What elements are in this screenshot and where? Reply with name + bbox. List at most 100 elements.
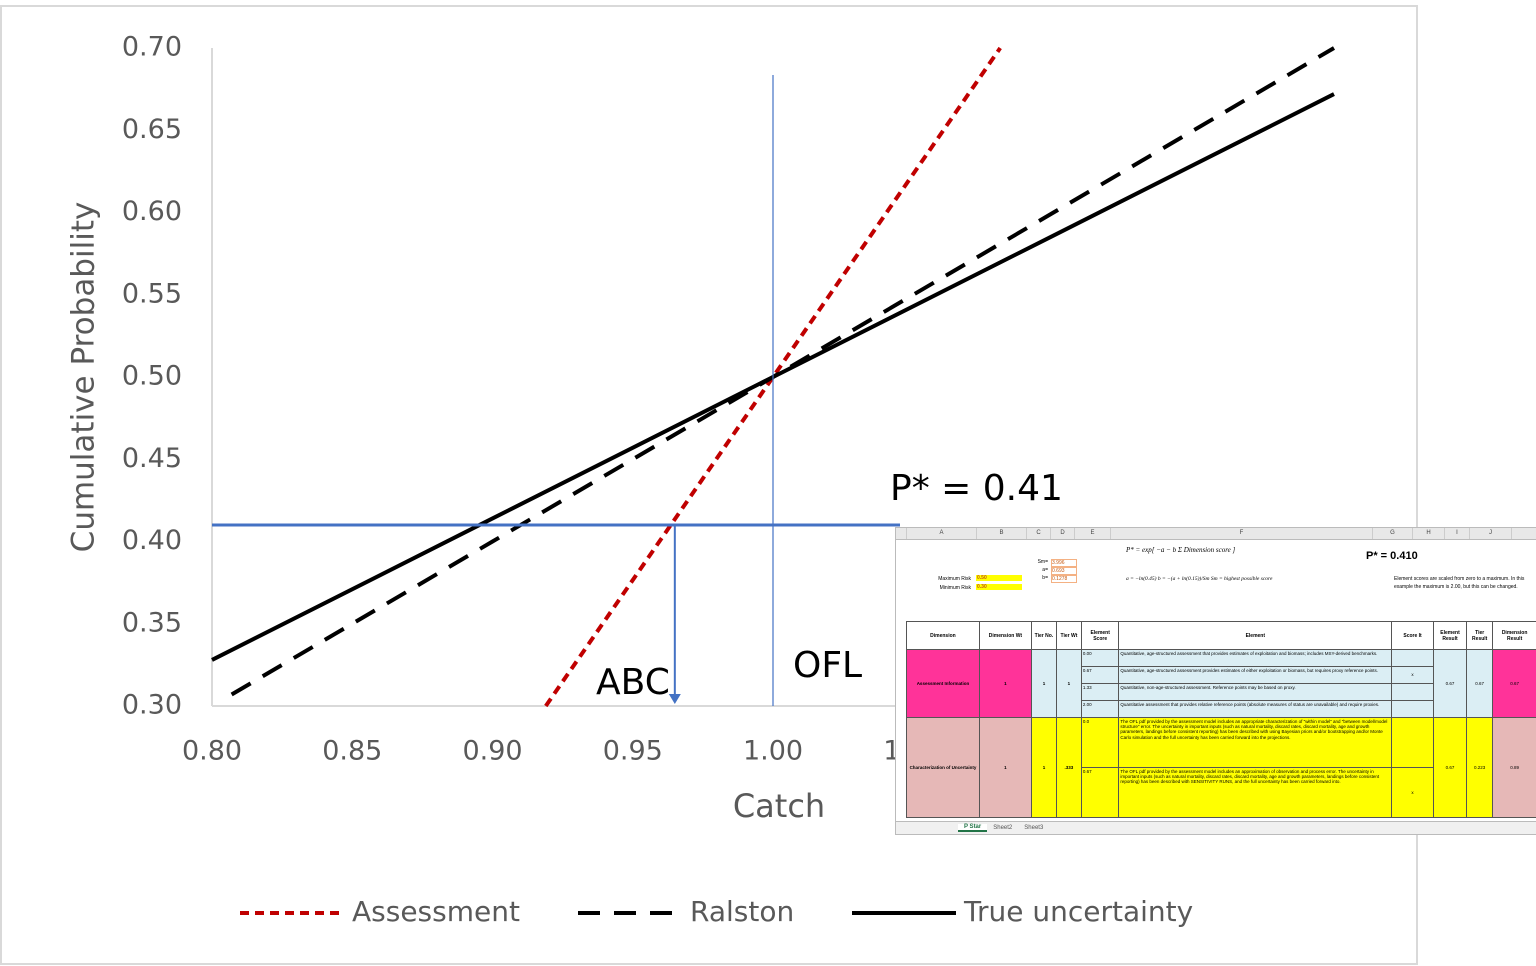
column-letter: E	[1075, 528, 1111, 539]
page: Cumulative Probability Catch 0.30 0.35 0.4…	[0, 0, 1536, 966]
score-it: x	[1392, 667, 1434, 684]
column-letter: I	[1445, 528, 1470, 539]
sheet-tab[interactable]: P Star	[958, 824, 987, 832]
dimension-weight: 1	[979, 718, 1031, 818]
annotation: ABC	[596, 662, 670, 703]
dimension-result: 0.67	[1493, 650, 1536, 718]
column-letter: B	[977, 528, 1027, 539]
formula: P* = exp[ −a − b Σ Dimension score ]	[1126, 546, 1235, 554]
header-cell: Tier No.	[1031, 622, 1056, 650]
legend-label: Ralston	[690, 895, 794, 928]
header-cell: Score It	[1392, 622, 1434, 650]
y-tick-label: 0.35	[122, 607, 182, 638]
tier-weight: 1	[1056, 650, 1081, 718]
sheet-tab[interactable]: Sheet3	[1018, 825, 1049, 831]
x-tick-label: 0.95	[603, 736, 663, 767]
annotation: P* = 0.41	[890, 468, 1063, 509]
element-score: 0.0	[1081, 718, 1118, 768]
param-label: Maximum Risk	[916, 576, 971, 582]
sheet-top: P* = exp[ −a − b Σ Dimension score ] P* =…	[896, 540, 1536, 621]
coef-label: a=	[1026, 567, 1048, 573]
tier-result: 0.67	[1467, 650, 1493, 718]
y-tick-label: 0.60	[122, 196, 182, 227]
y-tick-label: 0.30	[122, 690, 182, 721]
coef-value: 3.996	[1051, 559, 1077, 567]
score-it	[1392, 701, 1434, 718]
element-score: 1.33	[1081, 684, 1118, 701]
column-letter: A	[907, 528, 977, 539]
y-tick-label: 0.45	[122, 443, 182, 474]
p-star-result: P* = 0.410	[1366, 550, 1418, 562]
param-label: Minimum Risk	[916, 585, 971, 591]
param-value: 0.50	[976, 575, 1022, 581]
sheet-tab[interactable]: Sheet2	[987, 825, 1018, 831]
x-tick-label: 0.80	[182, 736, 242, 767]
note: Element scores are scaled from zero to a…	[1394, 575, 1534, 591]
coef-label: b=	[1026, 575, 1048, 581]
element-score: 0.67	[1081, 667, 1118, 684]
column-letter: D	[1051, 528, 1075, 539]
column-letter: J	[1470, 528, 1512, 539]
header-cell: Element	[1119, 622, 1392, 650]
header-cell: Element Result	[1433, 622, 1466, 650]
element-score: 0.67	[1081, 768, 1118, 818]
coef-value: 0.693	[1051, 567, 1077, 575]
header-cell: Tier Wt	[1056, 622, 1081, 650]
y-axis-title: Cumulative Probability	[66, 202, 102, 553]
element-result: 0.67	[1433, 718, 1466, 818]
column-letter: G	[1373, 528, 1413, 539]
equations: a = −ln(0.45) b = −(a + ln(0.15))/Sm Sm …	[1126, 576, 1272, 582]
element-text: Quantitative, non-age-structured assessm…	[1119, 684, 1392, 701]
tier-result: 0.223	[1467, 718, 1493, 818]
param-value: 0.30	[976, 584, 1022, 590]
element-text: Quantitative, age-structured assessment …	[1119, 650, 1392, 667]
header-cell: Dimension Result	[1493, 622, 1536, 650]
score-it: x	[1392, 768, 1434, 818]
x-tick-label: 0.85	[322, 736, 382, 767]
coef-value: 0.1278	[1051, 575, 1077, 583]
header-cell: Tier Result	[1467, 622, 1493, 650]
score-it	[1392, 684, 1434, 701]
y-tick-label: 0.55	[122, 278, 182, 309]
coef-label: Sm=	[1026, 559, 1048, 565]
score-it	[1392, 718, 1434, 768]
element-text: Quantitative, age-structured assessment …	[1119, 667, 1392, 684]
dimension-cell: Characterization of Uncertainty	[907, 718, 980, 818]
annotation: OFL	[793, 645, 862, 686]
header-cell: Dimension	[907, 622, 980, 650]
legend-label: True uncertainty	[963, 895, 1193, 928]
dimension-cell: Assessment Information	[907, 650, 980, 718]
element-result: 0.67	[1433, 650, 1466, 718]
dimension-result: 0.89	[1493, 718, 1536, 818]
x-axis-title: Catch	[733, 787, 825, 825]
element-text: Quantitative assessment that provides re…	[1119, 701, 1392, 718]
score-it	[1392, 650, 1434, 667]
x-tick-label: 0.90	[462, 736, 522, 767]
header-cell: Dimension Wt	[979, 622, 1031, 650]
column-letter: C	[1027, 528, 1051, 539]
row-number-header	[896, 528, 907, 539]
element-text: The OFL pdf provided by the assessment m…	[1119, 718, 1392, 768]
column-letter: F	[1111, 528, 1373, 539]
dimension-weight: 1	[979, 650, 1031, 718]
element-score: 2.00	[1081, 701, 1118, 718]
x-tick-label: 1.00	[743, 736, 803, 767]
header-cell: Element Score	[1081, 622, 1118, 650]
tier-number: 1	[1031, 650, 1056, 718]
column-letter: H	[1413, 528, 1445, 539]
tier-weight: .333	[1056, 718, 1081, 818]
y-tick-label: 0.40	[122, 525, 182, 556]
y-tick-label: 0.50	[122, 361, 182, 392]
element-text: The OFL pdf provided by the assessment m…	[1119, 768, 1392, 818]
y-tick-label: 0.65	[122, 114, 182, 145]
legend-label: Assessment	[352, 895, 520, 928]
y-tick-label: 0.70	[122, 32, 182, 63]
element-score: 0.00	[1081, 650, 1118, 667]
